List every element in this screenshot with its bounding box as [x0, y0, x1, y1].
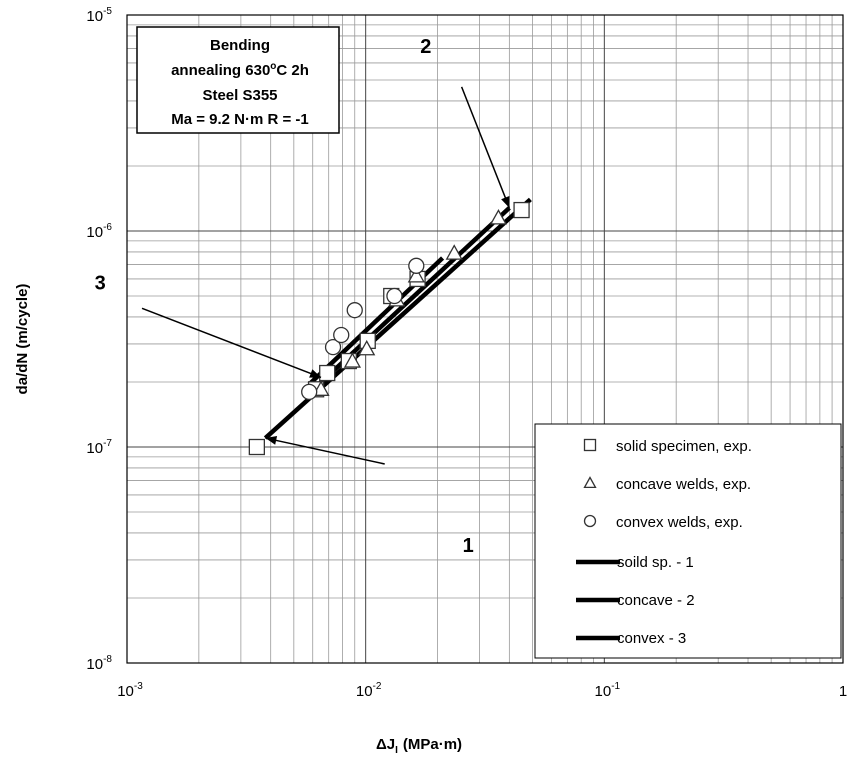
callout-arrowhead: [501, 195, 510, 208]
circle-marker: [346, 302, 363, 319]
legend-label: convex - 3: [617, 630, 686, 647]
circle-marker: [386, 287, 403, 305]
x-axis-label-units: (MPa·m): [403, 736, 462, 753]
legend-label: solid specimen, exp.: [616, 438, 752, 455]
legend-label: concave - 2: [617, 592, 695, 609]
x-tick-label: 10-3: [117, 681, 143, 700]
info-box-line-3: Steel S355: [202, 87, 277, 104]
plot-area-frame: [126, 14, 844, 664]
square-marker: [319, 364, 336, 382]
y-tick-label: 10-8: [86, 654, 112, 673]
square-marker: [248, 438, 266, 456]
triangle-marker: [583, 476, 597, 489]
x-axis-label: ΔJI (MPa·m): [376, 736, 462, 756]
y-tick-label: 10-7: [86, 438, 112, 457]
legend-label: soild sp. - 1: [617, 554, 694, 571]
y-tick-label: 10-5: [86, 6, 112, 25]
callout-label: 1: [463, 535, 474, 557]
triangle-marker: [489, 209, 508, 225]
callouts: 1 2 3: [95, 36, 511, 557]
x-axis-label-subscript: I: [395, 745, 398, 756]
x-tick-label: 10-1: [595, 681, 621, 700]
legend-frame: [534, 423, 842, 659]
circle-marker: [324, 338, 342, 356]
callout-label: 2: [420, 36, 431, 58]
callout-label: 3: [95, 272, 106, 294]
info-box-line-2: annealing 630oC 2h: [171, 61, 309, 79]
info-box-frame: [136, 26, 340, 134]
legend-label: convex welds, exp.: [616, 514, 743, 531]
square-marker: [513, 201, 530, 219]
info-box-line-1: Bending: [210, 37, 270, 54]
y-axis-label: da/dN (m/cycle): [14, 284, 31, 395]
info-box: Bending annealing 630oC 2h Steel S355 Ma…: [136, 26, 340, 134]
triangle-marker: [343, 352, 362, 368]
axis-tick-labels: 10-3 10-2 10-1 1 10-8 10-7 10-6 10-5: [86, 6, 847, 700]
data-markers: [248, 201, 530, 456]
legend: solid specimen, exp. concave welds, exp. c…: [534, 423, 842, 659]
y-tick-label: 10-6: [86, 222, 112, 241]
callout-arrow-line: [460, 86, 511, 209]
circle-marker: [301, 383, 318, 401]
callout-arrowhead: [265, 435, 278, 445]
x-tick-label: 1: [839, 683, 847, 700]
x-tick-label: 10-2: [356, 681, 382, 700]
callout-arrowhead: [309, 369, 322, 378]
circle-marker: [583, 514, 597, 528]
callout-arrow-line: [141, 307, 322, 379]
circle-marker: [408, 257, 425, 274]
legend-items: solid specimen, exp. concave welds, exp. c…: [576, 438, 752, 647]
circle-marker: [333, 326, 350, 344]
square-marker: [583, 438, 597, 452]
callout-arrow-line: [265, 437, 385, 465]
info-box-line-4: Ma = 9.2 N·m R = -1: [171, 111, 309, 128]
x-axis-label-symbol: ΔJ: [376, 736, 395, 753]
triangle-marker: [445, 244, 463, 260]
legend-label: concave welds, exp.: [616, 476, 751, 493]
triangle-marker: [358, 339, 376, 356]
triangle-marker: [407, 267, 425, 283]
